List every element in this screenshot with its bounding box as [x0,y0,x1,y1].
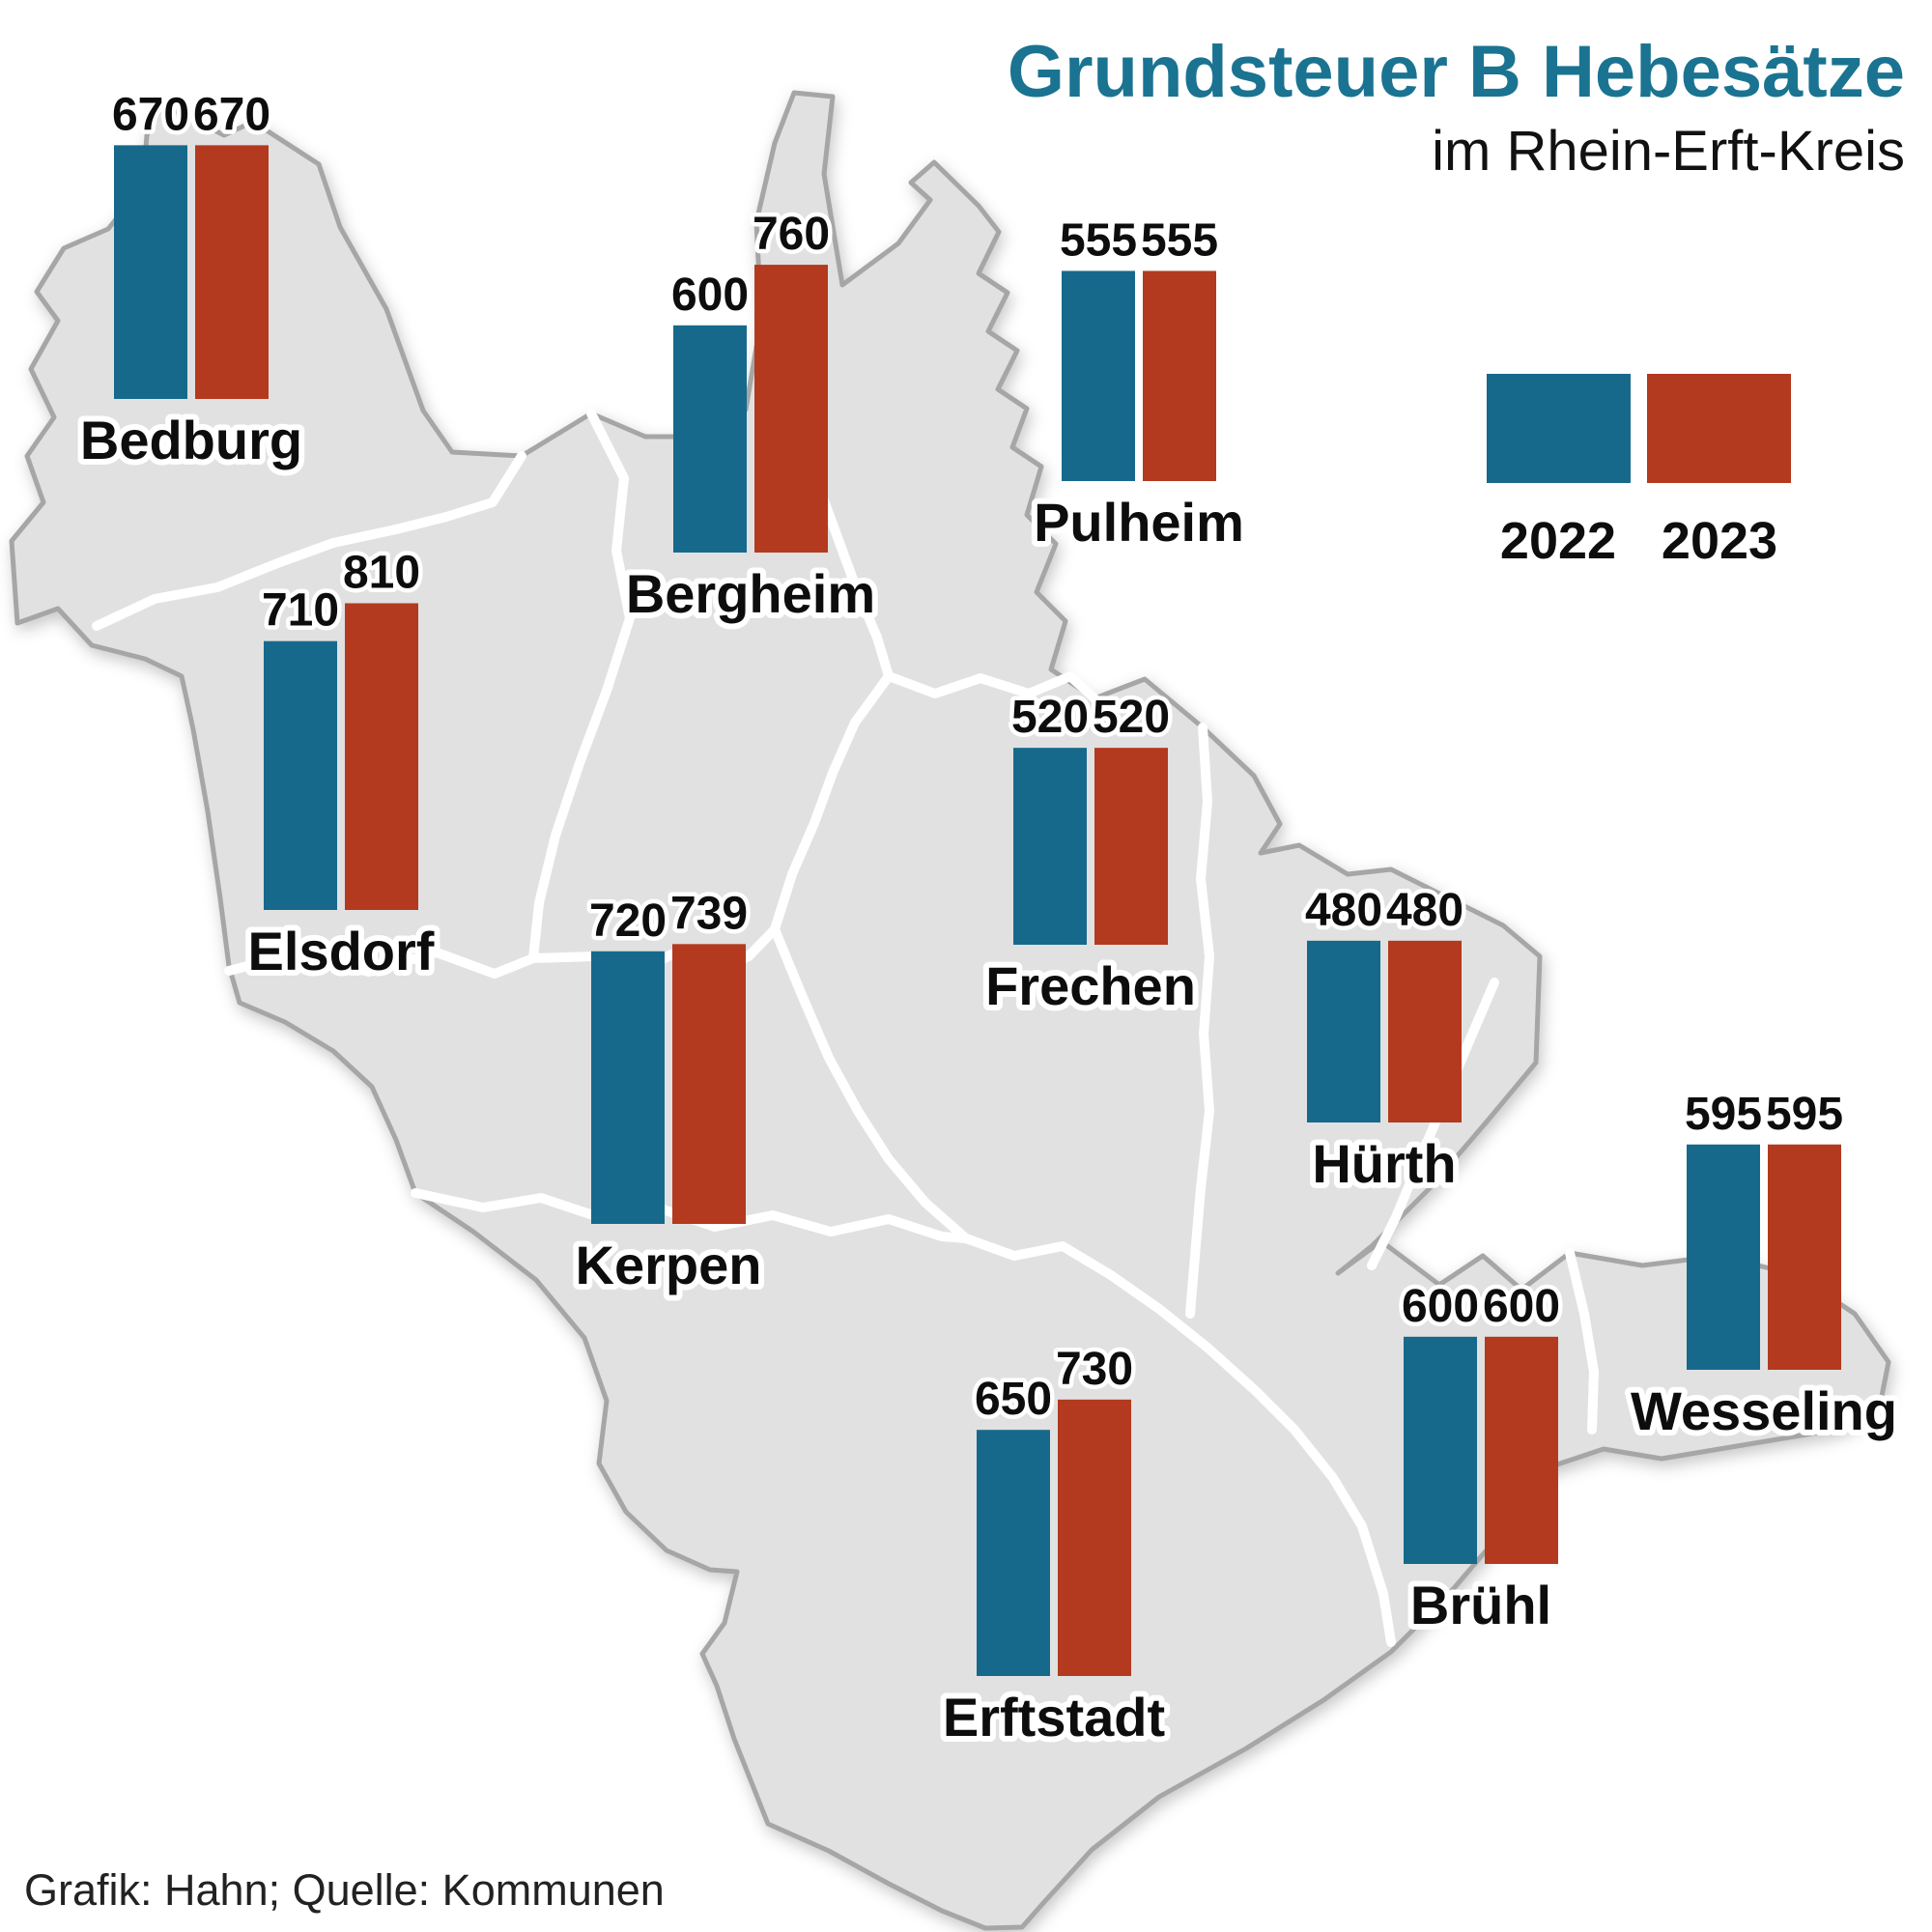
city-group-hurth: 480 480 Hürth [1300,880,1467,1200]
city-label-kerpen: Kerpen [576,1235,762,1295]
bar-2022-frechen [1013,748,1087,945]
value-2023-bergheim: 760 [753,209,830,260]
value-2022-bedburg: 670 [112,89,189,140]
legend-swatch-2023 [1647,374,1791,483]
city-group-bruhl: 600 600 Brühl [1397,1276,1564,1641]
value-2023-kerpen: 739 [670,888,748,939]
bar-2023-kerpen [672,944,746,1224]
value-2022-wesseling: 595 [1685,1089,1762,1140]
bar-2022-erftstadt [977,1430,1050,1676]
bar-2022-wesseling [1687,1144,1760,1370]
city-label-wesseling: Wesseling [1631,1380,1897,1441]
value-2022-bruhl: 600 [1402,1281,1479,1332]
city-label-pulheim: Pulheim [1034,492,1244,553]
value-2022-bergheim: 600 [671,270,749,321]
value-2022-pulheim: 555 [1060,214,1137,266]
bar-2023-bergheim [754,265,828,553]
value-2023-wesseling: 595 [1766,1089,1843,1140]
city-label-hurth: Hürth [1312,1133,1456,1194]
bar-2023-pulheim [1143,270,1216,481]
city-label-elsdorf: Elsdorf [248,921,435,981]
bar-2022-kerpen [591,951,665,1224]
value-2022-kerpen: 720 [589,895,667,947]
bar-2022-bedburg [114,145,187,400]
value-2023-elsdorf: 810 [343,547,420,598]
municipal-borders [92,345,1599,1647]
value-2023-pulheim: 555 [1141,214,1218,266]
bar-2023-wesseling [1768,1144,1841,1370]
value-2023-frechen: 520 [1093,692,1170,743]
page-title: Grundsteuer B Hebesätze [1008,31,1905,113]
bar-2023-frechen [1094,748,1168,945]
page-subtitle: im Rhein-Erft-Kreis [1432,120,1905,183]
city-label-bergheim: Bergheim [626,563,875,624]
district-outline [9,90,1891,1931]
legend-label-2023: 2023 [1662,512,1777,570]
city-label-bruhl: Brühl [1410,1575,1551,1635]
bar-2023-elsdorf [345,603,418,910]
bar-2022-pulheim [1062,270,1135,481]
value-2023-bedburg: 670 [193,89,270,140]
district-map [9,90,1891,1931]
city-group-kerpen: 720 739 Kerpen [570,884,768,1301]
city-label-bedburg: Bedburg [80,410,302,470]
bar-2022-elsdorf [264,640,337,910]
bar-2023-hurth [1388,940,1462,1122]
value-2023-hurth: 480 [1386,885,1463,936]
bar-2023-bedburg [195,145,269,400]
city-group-frechen: 520 520 Frechen [980,688,1202,1022]
bar-2023-bruhl [1485,1336,1558,1564]
bar-2023-erftstadt [1058,1399,1131,1676]
value-2022-frechen: 520 [1011,692,1089,743]
bar-2022-bergheim [673,325,747,553]
city-group-wesseling: 595 595 Wesseling [1625,1084,1903,1447]
value-2022-hurth: 480 [1305,885,1382,936]
value-2023-erftstadt: 730 [1056,1344,1133,1395]
legend: 2022 2023 [1487,374,1791,570]
legend-swatch-2022 [1487,374,1631,483]
bar-2022-hurth [1307,940,1380,1122]
value-2022-elsdorf: 710 [262,585,339,637]
city-group-bedburg: 670 670 Bedburg [74,85,308,476]
source-credit: Grafik: Hahn; Quelle: Kommunen [24,1865,665,1915]
city-group-pulheim: 555 555 Pulheim [1028,211,1250,558]
legend-label-2022: 2022 [1500,512,1616,570]
value-2022-erftstadt: 650 [975,1374,1052,1425]
bar-2022-bruhl [1404,1336,1477,1564]
city-label-frechen: Frechen [985,955,1196,1016]
city-label-erftstadt: Erftstadt [943,1687,1165,1747]
value-2023-bruhl: 600 [1483,1281,1560,1332]
